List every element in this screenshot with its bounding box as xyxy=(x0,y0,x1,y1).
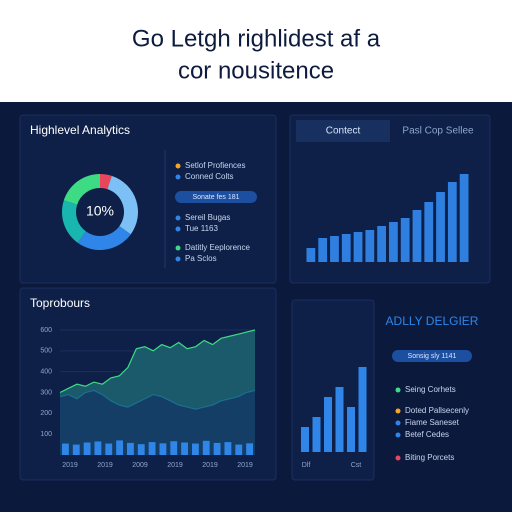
bar xyxy=(94,441,102,455)
legend-label: Pa Sclos xyxy=(185,254,217,263)
legend-label: Sereil Bugas xyxy=(185,213,230,222)
bar xyxy=(365,230,375,262)
panel-title: Toprobours xyxy=(30,296,90,310)
donut-label: 10% xyxy=(86,203,114,219)
legend-dot xyxy=(395,420,401,426)
tab-active[interactable] xyxy=(296,120,390,142)
bar xyxy=(127,442,134,455)
y-tick-label: 400 xyxy=(40,369,52,376)
legend-dot xyxy=(175,245,181,251)
pill xyxy=(392,350,472,362)
legend-label: Biting Porcets xyxy=(405,453,454,462)
bar xyxy=(202,440,210,455)
legend-dot xyxy=(395,387,401,393)
bar xyxy=(341,234,351,262)
area-back-line xyxy=(59,329,256,394)
panel-title: ADLLY DELGIER xyxy=(386,314,479,328)
y-tick-label: 600 xyxy=(40,327,52,334)
legend-label: Tue 1163 xyxy=(185,224,218,233)
legend-label: Datitly Eeplorence xyxy=(185,243,250,252)
area-front-line xyxy=(59,389,256,410)
bar xyxy=(306,248,316,262)
pill xyxy=(175,191,257,203)
donut-segment xyxy=(100,174,112,190)
legend-dot xyxy=(175,163,181,169)
bar xyxy=(246,443,253,455)
bar xyxy=(235,444,243,455)
x-tick-label: 2019 xyxy=(237,462,253,469)
legend-dot xyxy=(395,455,401,461)
bar xyxy=(192,443,199,455)
x-tick-label: 2019 xyxy=(62,462,78,469)
bar xyxy=(137,444,145,455)
bar xyxy=(105,443,113,455)
donut-segment xyxy=(63,174,100,205)
header-bg xyxy=(0,0,512,102)
panel-title: Highlevel Analytics xyxy=(30,123,130,137)
bar xyxy=(400,218,410,262)
area-front xyxy=(60,390,255,455)
header-title: cor nousitence xyxy=(178,57,334,84)
legend-dot xyxy=(175,256,181,262)
bar xyxy=(170,441,178,455)
bar xyxy=(412,210,422,262)
bar xyxy=(436,192,445,262)
bar xyxy=(459,174,469,262)
pill-label: Sonsig sly 1141 xyxy=(408,353,457,360)
bar xyxy=(301,427,309,452)
bar xyxy=(72,444,80,455)
legend-label: Seing Corhets xyxy=(405,385,456,394)
bar xyxy=(116,440,123,455)
legend-dot xyxy=(175,226,181,232)
bar xyxy=(347,407,355,452)
bar xyxy=(335,387,344,452)
bar xyxy=(447,182,457,262)
donut-segment xyxy=(62,200,86,243)
legend-label: Setlof Profiences xyxy=(185,161,245,170)
bar xyxy=(353,232,363,262)
bar xyxy=(312,417,321,452)
y-tick-label: 100 xyxy=(40,431,52,438)
x-tick-label: 2019 xyxy=(97,462,113,469)
legend-dot xyxy=(175,215,181,221)
y-tick-label: 200 xyxy=(40,410,52,417)
pill-label: Sonate fes 181 xyxy=(192,194,239,201)
x-tick-label: 2019 xyxy=(167,462,183,469)
bar xyxy=(324,397,332,452)
bar xyxy=(377,226,386,262)
x-tick-label: Cst xyxy=(351,462,362,469)
legend-dot xyxy=(175,174,181,180)
x-tick-label: 2019 xyxy=(202,462,218,469)
x-tick-label: 2009 xyxy=(132,462,148,469)
y-tick-label: 300 xyxy=(40,389,52,396)
x-tick-label: Dlf xyxy=(302,462,311,469)
legend-label: Betef Cedes xyxy=(405,430,449,439)
bar xyxy=(330,236,339,262)
bar xyxy=(389,222,398,262)
legend-dot xyxy=(395,432,401,438)
bar xyxy=(224,442,232,455)
y-tick-label: 500 xyxy=(40,348,52,355)
legend-label: Doted Pallsecenly xyxy=(405,406,469,415)
bar xyxy=(83,442,91,455)
legend-dot xyxy=(395,408,401,414)
bar xyxy=(213,442,221,455)
bar xyxy=(318,238,328,262)
bar xyxy=(148,442,156,455)
bar xyxy=(62,443,69,455)
legend-label: Conned Colts xyxy=(185,172,233,181)
tab[interactable]: Pasl Cop Sellee xyxy=(402,126,474,137)
tab[interactable]: Contect xyxy=(326,126,361,137)
bar xyxy=(181,442,188,455)
bar xyxy=(159,443,167,455)
donut-segment xyxy=(77,226,131,250)
bar xyxy=(424,202,434,262)
header-title: Go Letgh righlidest af a xyxy=(132,25,381,52)
donut-segment xyxy=(107,175,139,235)
bar xyxy=(358,367,367,452)
legend-label: Fiame Saneset xyxy=(405,418,460,427)
